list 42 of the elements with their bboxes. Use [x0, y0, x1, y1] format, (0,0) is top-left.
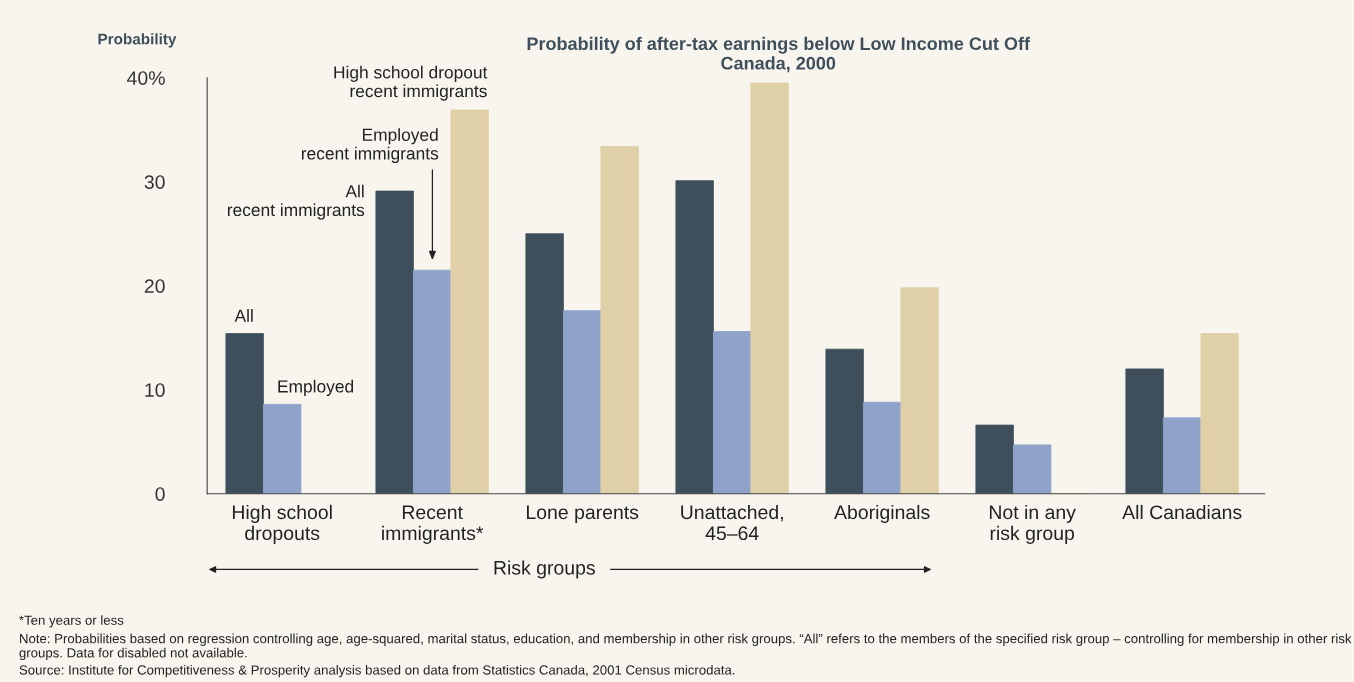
- chart-title: Probability of after-tax earnings below Low Income Cut Off Canada, 2000: [527, 36, 1031, 73]
- bar: [412, 269, 452, 494]
- bar: [675, 180, 714, 494]
- x-tick-label: Unattached, 45–64: [681, 504, 783, 541]
- x-tick-label: Not in any risk group: [989, 504, 1076, 544]
- source-note: Source: Institute for Competitiveness & Prosperity analysis based on data from Statistics Canada, 2001 Census microdata.: [19, 664, 735, 678]
- y-tick-label: 10: [145, 383, 165, 397]
- bar: [262, 403, 302, 494]
- x-axis-title: Risk groups: [494, 560, 595, 579]
- y-tick-label: 20: [144, 279, 165, 293]
- annotation: All recent immigrants: [227, 184, 365, 220]
- y-tick-label: 40%: [127, 71, 165, 85]
- bar: [712, 331, 752, 494]
- annotation: All: [234, 309, 253, 322]
- x-tick-label: Recent immigrants*: [382, 505, 484, 544]
- bar: [900, 287, 939, 494]
- bar: [750, 82, 789, 494]
- text: Note: Probabilities based on regression controlling age, age-squared, marital status, education, and membership in other risk groups. “All” refers to the members of the specified risk group – controlling for membership in other risk groups. Data for disabled not available.: [19, 633, 1352, 661]
- bar: [225, 333, 264, 494]
- bar: [450, 109, 489, 494]
- x-tick-label: All Canadians: [1122, 504, 1242, 520]
- bar: [562, 310, 602, 494]
- x-tick-label: Lone parents: [527, 505, 639, 524]
- y-axis-title: Probability: [98, 33, 177, 48]
- annotation: Employed recent immigrants: [301, 128, 439, 164]
- bar: [600, 145, 639, 494]
- annotation: Employed: [278, 379, 354, 396]
- x-tick-label: Aboriginals: [834, 504, 930, 524]
- bar: [1162, 417, 1202, 494]
- text: *Ten years or less: [19, 615, 124, 628]
- bar: [862, 401, 902, 494]
- y-tick-label: 30: [144, 175, 165, 189]
- bar: [825, 348, 864, 494]
- y-tick-label: 0: [155, 487, 165, 502]
- annotation: High school dropout recent immigrants: [334, 65, 488, 101]
- bar: [1125, 368, 1164, 494]
- bar: [1012, 444, 1052, 494]
- x-tick-label: High school dropouts: [232, 504, 332, 544]
- bar: [375, 190, 414, 494]
- bar: [525, 233, 564, 494]
- bar: [975, 424, 1014, 494]
- bar: [1200, 333, 1239, 494]
